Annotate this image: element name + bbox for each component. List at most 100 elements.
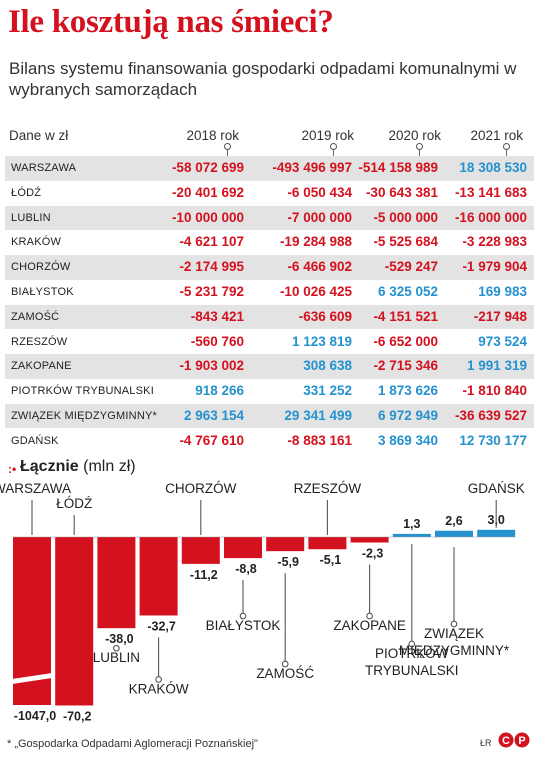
header-tick-line [227,147,229,156]
axis-break-mark [12,673,52,684]
leader-dot [239,612,247,620]
leader-dot [113,644,120,652]
cell-value: 1 123 819 [291,333,352,349]
cell-value: -6 050 434 [287,184,352,200]
cell-value: -2 174 995 [179,259,244,275]
category-label: ZAMOŚĆ [256,666,314,681]
cell-value: -636 609 [298,308,352,324]
value-label: -2,3 [362,547,384,561]
category-label: ZWIĄZEK [424,626,484,641]
cell-value: -20 401 692 [171,184,244,200]
table-row: KRAKÓW -4 621 107 -19 284 988 -5 525 684 -3 … [5,230,534,255]
data-table: WARSZAWA -58 072 699 -493 496 997 -514 158 … [5,156,534,454]
cell-value: -6 652 000 [373,333,438,349]
category-label: TRYBUNALSKI [365,663,459,678]
value-label: 2,6 [445,514,462,528]
cell-value: 12 730 177 [459,432,527,448]
category-label: ZAKOPANE [333,618,406,633]
page-subtitle: Bilans systemu finansowania gospodarki o… [9,59,517,99]
row-municipality-name: ŁÓDŹ [11,186,42,199]
cell-value: -10 000 000 [171,209,244,225]
category-label: WARSZAWA [0,481,71,496]
leader-dot [450,620,458,628]
cell-value: -13 141 683 [454,184,527,200]
table-row: CHORZÓW -2 174 995 -6 466 902 -529 247 -1 97… [5,255,534,280]
cell-value: 6 972 949 [377,407,438,423]
cell-value: 6 325 052 [377,283,438,299]
category-label: GDAŃSK [468,481,525,496]
category-label: BIAŁYSTOK [206,618,281,633]
section-title: Łącznie (mln zł) [20,458,136,476]
cell-value: -19 284 988 [279,234,352,250]
table-row: ŁÓDŹ -20 401 692 -6 050 434 -30 643 381 -13 … [5,181,534,206]
table-row: BIAŁYSTOK -5 231 792 -10 026 425 6 325 052 1… [5,280,534,305]
cell-value: -1 810 840 [462,383,527,399]
cell-value: 2 963 154 [183,407,244,423]
year-header-2021: 2021 rok [470,128,523,143]
category-label: LUBLIN [93,650,140,665]
row-municipality-name: ZAMOŚĆ [11,310,60,323]
row-municipality-name: KRAKÓW [11,236,62,249]
bar [181,537,220,564]
year-header-2020: 2020 rok [388,128,441,143]
leader-dot [366,612,373,620]
bar [435,530,473,537]
table-row: RZESZÓW -560 760 1 123 819 -6 652 000 973 52… [5,330,534,355]
page-title: Ile kosztują nas śmieci? [8,4,334,40]
totals-bar-chart: -1047,0 WARSZAWA -70,2 ŁÓDŹ -38,0 LUBLIN -32,7… [0,481,525,723]
cell-value: -4 767 610 [179,432,244,448]
cell-value: 169 983 [478,283,527,299]
svg-text:C: C [502,735,510,747]
leader-dot [281,660,289,668]
leader-dot [408,640,416,648]
category-label: RZESZÓW [294,481,362,496]
cell-value: 18 308 530 [459,160,527,175]
cell-value: -36 639 527 [454,407,527,423]
cell-value: -843 421 [190,308,244,324]
cell-value: 1 991 319 [466,358,527,374]
header-tick-line [419,147,421,156]
cell-value: -8 883 161 [287,432,352,448]
value-label: 1,3 [403,517,420,531]
section-title-bold: Łącznie [20,458,79,475]
cell-value: -5 000 000 [373,209,438,225]
cell-value: -58 072 699 [171,160,244,175]
cell-value: -1 979 904 [462,259,527,275]
header-tick-dot [503,143,510,150]
header-tick-dot [416,143,423,150]
svg-text:P: P [518,735,525,747]
header-tick-line [506,147,508,156]
cell-value: -2 715 346 [373,358,438,374]
leader-dot [155,676,162,683]
cell-value: -514 158 989 [358,160,438,175]
section-title-unit: (mln zł) [78,458,136,475]
bar [139,537,178,616]
table-unit-label: Dane w zł [9,128,69,143]
bar [308,537,347,550]
bar [477,529,516,537]
bar [224,537,262,559]
cell-value: -5 231 792 [179,283,244,299]
row-municipality-name: PIOTRKÓW TRYBUNALSKI [11,385,154,398]
row-municipality-name: ZWIĄZEK MIĘDZYGMINNY* [11,409,157,422]
category-label: PIOTRKÓW [375,646,449,661]
cell-value: 1 873 626 [377,383,438,399]
category-label: MIĘDZYGMINNY* [399,643,510,658]
value-label: -1047,0 [14,709,56,723]
cell-value: -7 000 000 [287,209,352,225]
cell-value: -6 466 902 [287,259,352,275]
bar [266,537,305,552]
category-label: ŁÓDŹ [56,496,92,511]
footnote: * „Gospodarka Odpadami Aglomeracji Pozna… [7,738,258,750]
cell-value: -10 026 425 [279,283,352,299]
cell-value: -560 760 [190,333,244,349]
row-municipality-name: WARSZAWA [11,162,77,174]
value-label: -11,2 [190,568,218,582]
row-municipality-name: CHORZÓW [11,261,71,274]
cell-value: 973 524 [478,333,527,349]
year-header-2019: 2019 rok [301,128,354,143]
bar [55,537,94,706]
cell-value: 29 341 499 [284,407,352,423]
value-label: -5,9 [277,555,299,569]
value-label: -32,7 [147,619,176,633]
